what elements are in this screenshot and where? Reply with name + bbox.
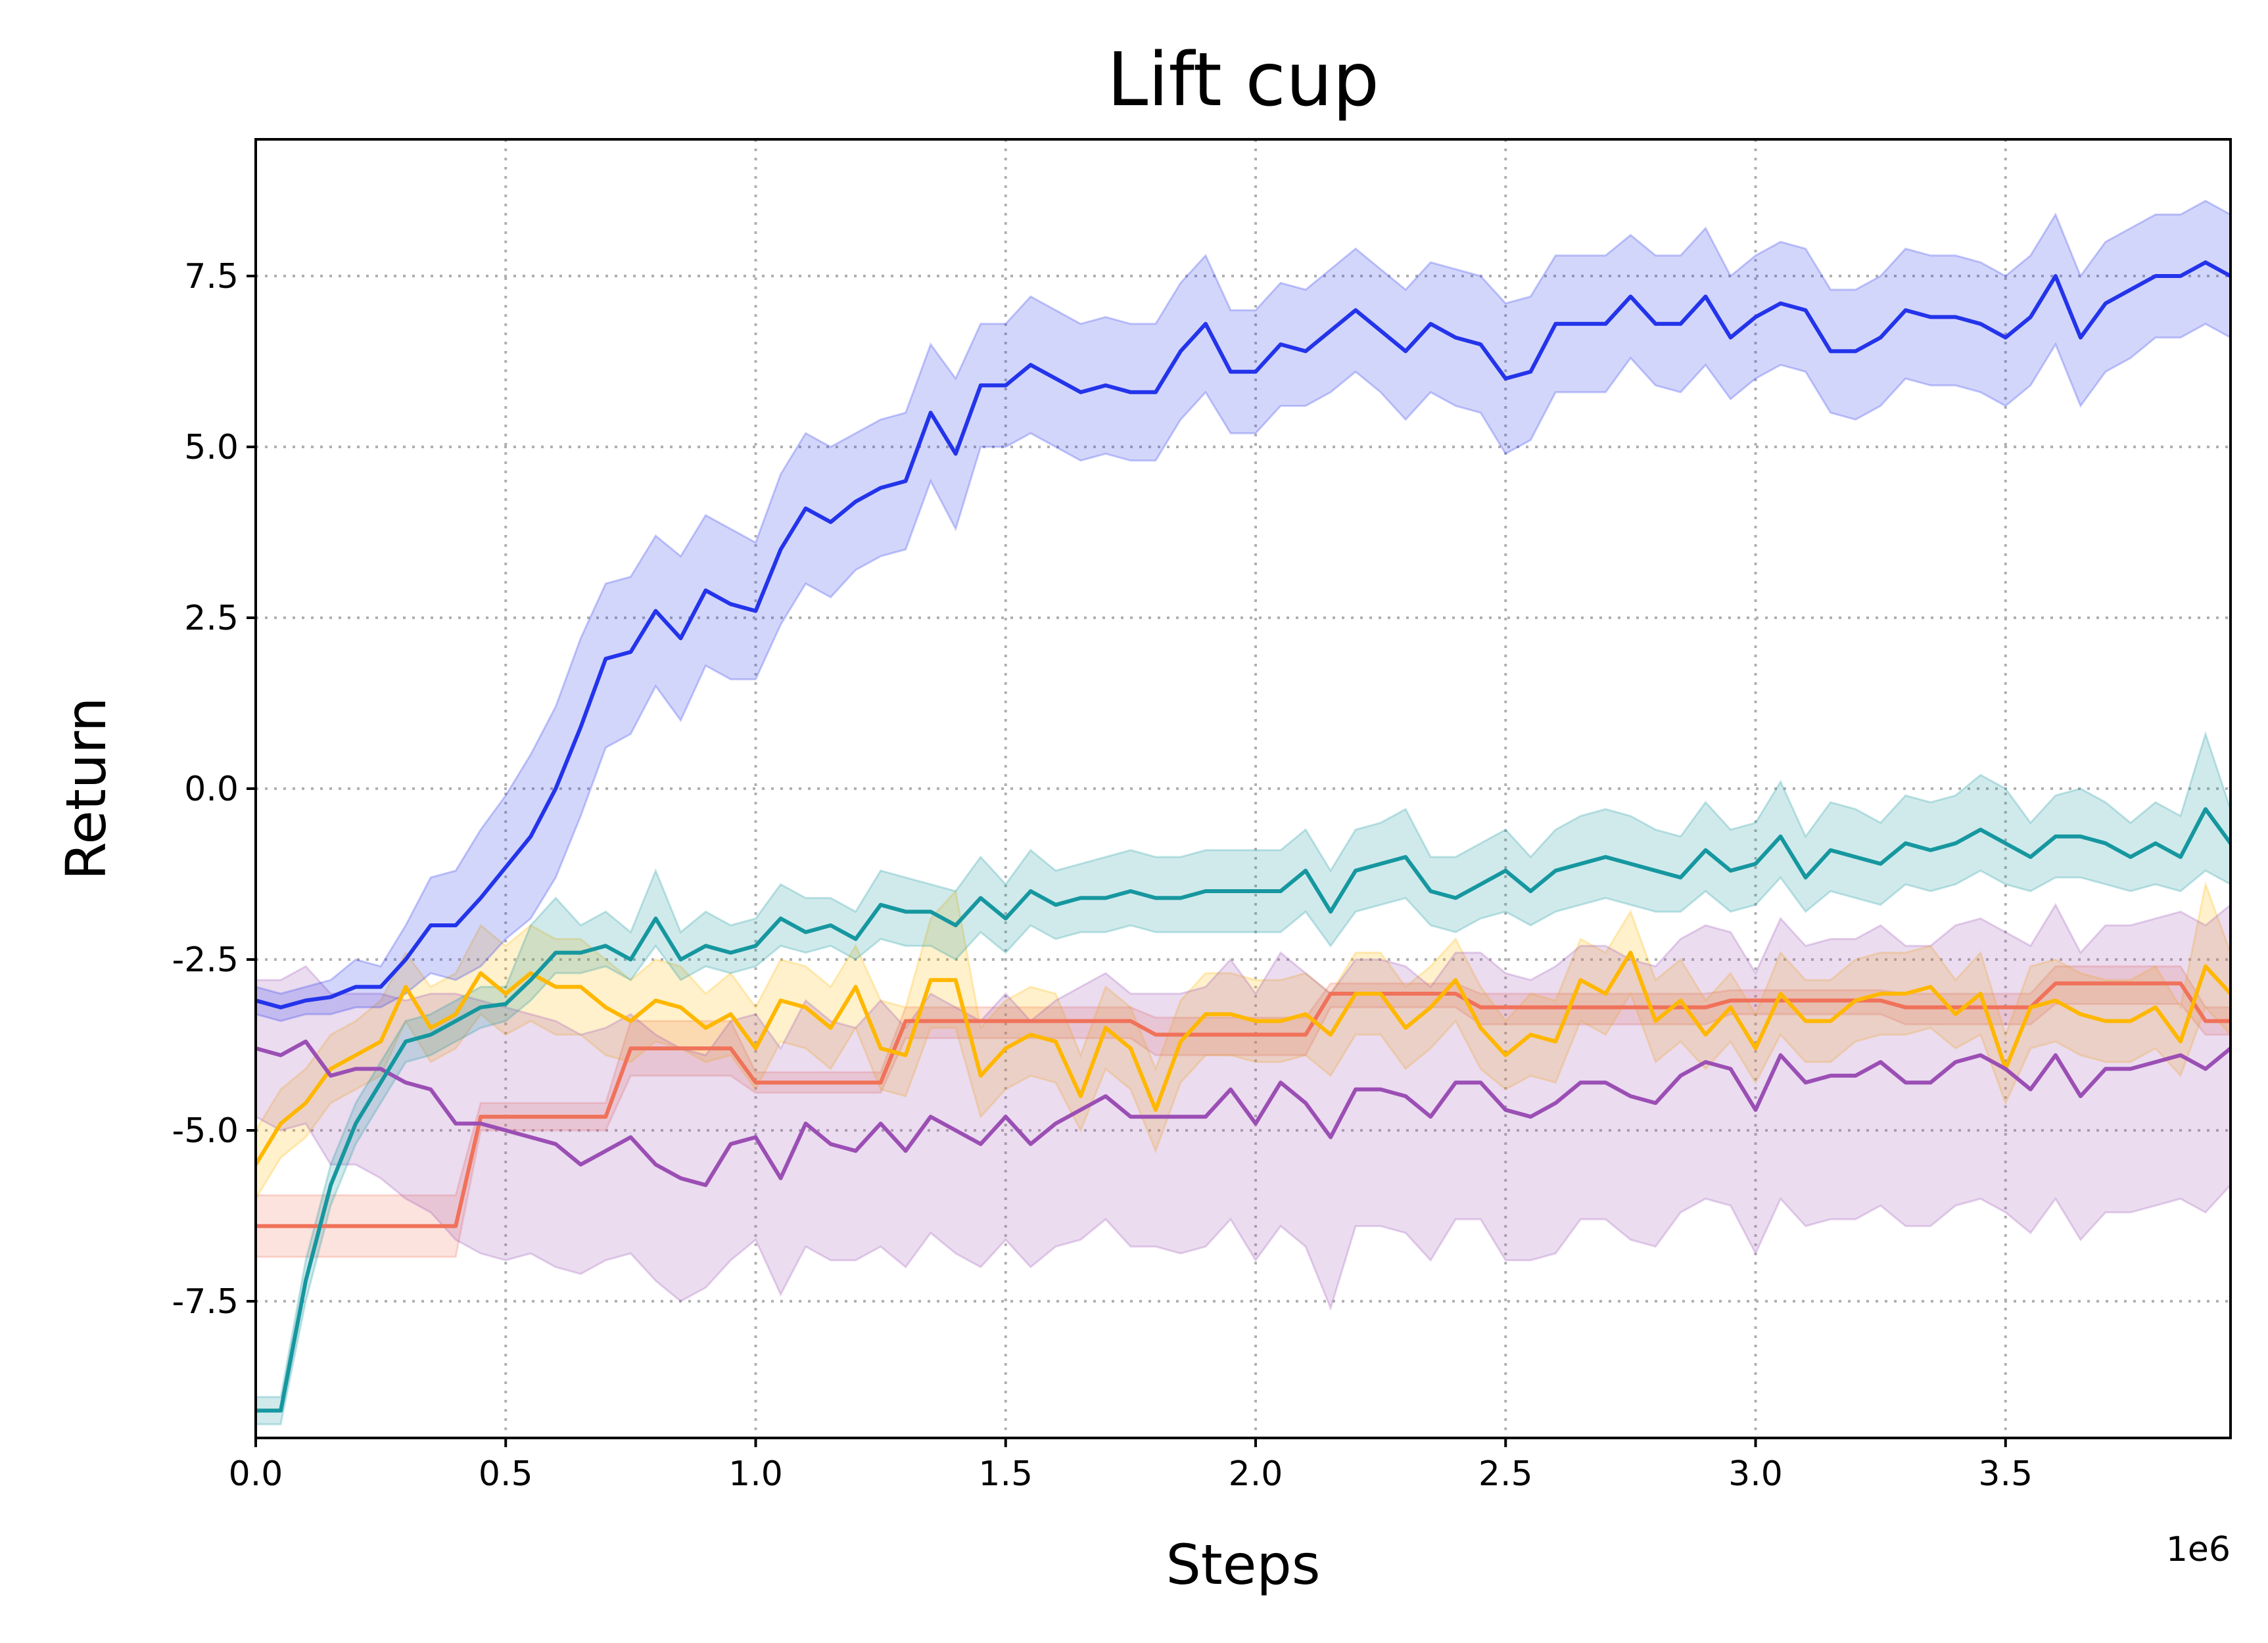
y-axis-label: Return (54, 697, 118, 881)
series-group (256, 199, 2231, 1425)
series-5-line (256, 260, 2231, 1009)
y-tick-label: -5.0 (172, 1111, 239, 1151)
x-tick-label: 0.5 (479, 1454, 533, 1494)
y-axis-ticks: -7.5 -5.0 -2.5 0.0 2.5 5.0 7.5 (172, 257, 256, 1322)
y-tick-label: -2.5 (172, 940, 239, 980)
y-tick-label: 5.0 (184, 428, 239, 467)
y-tick-label: 0.0 (184, 770, 239, 809)
x-axis-label: Steps (1166, 1533, 1320, 1597)
y-tick-label: 7.5 (184, 257, 239, 296)
series-5-confidence-band (256, 199, 2231, 1023)
x-tick-label: 1.0 (728, 1454, 783, 1494)
x-tick-label: 1.5 (978, 1454, 1033, 1494)
series-1-line (256, 981, 2231, 1228)
chart-title: Lift cup (1107, 37, 1379, 123)
series-4-confidence-band (256, 730, 2231, 1425)
plot-area (256, 199, 2231, 1425)
y-tick-label: -7.5 (172, 1282, 239, 1322)
x-tick-label: 3.0 (1728, 1454, 1783, 1494)
series-2-confidence-band (256, 881, 2231, 1201)
y-tick-label: 2.5 (184, 599, 239, 638)
series-4-line (256, 807, 2231, 1413)
x-tick-label: 3.5 (1978, 1454, 2033, 1494)
x-tick-label: 0.0 (229, 1454, 283, 1494)
series-2-line (256, 950, 2231, 1167)
x-tick-label: 2.5 (1478, 1454, 1533, 1494)
x-axis-offset-label: 1e6 (2166, 1530, 2231, 1569)
series-3-line (256, 1039, 2231, 1188)
x-tick-label: 2.0 (1229, 1454, 1283, 1494)
x-axis-ticks: 0.0 0.5 1.0 1.5 2.0 2.5 3.0 3.5 (229, 1438, 2033, 1494)
